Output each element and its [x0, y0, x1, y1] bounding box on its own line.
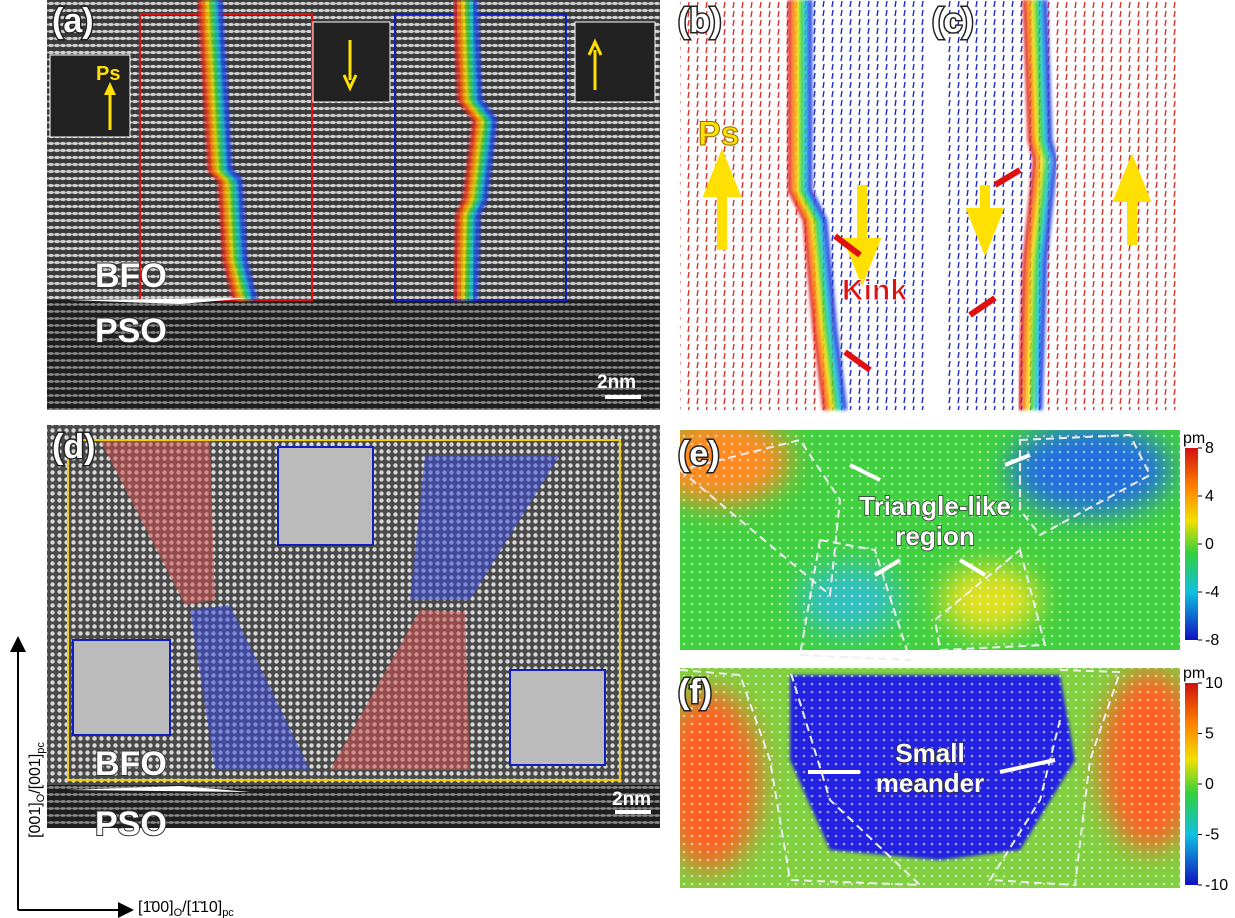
colorbar-tick-label: 0: [1205, 536, 1214, 553]
colorbar-unit: pm: [1183, 665, 1205, 682]
colorbar: [1185, 683, 1198, 885]
colorbar-tick-label: 5: [1205, 726, 1214, 743]
colorbar: [1185, 448, 1198, 640]
annotation: Small: [895, 738, 964, 768]
vector-map: [1042, 0, 1180, 410]
colorbar-tick-label: 0: [1205, 776, 1214, 793]
colorbar-unit: pm: [1183, 430, 1205, 447]
material: PSO: [95, 805, 167, 843]
colorbar-tick-label: -5: [1205, 827, 1219, 844]
inset: [73, 640, 170, 735]
colorbar-tick-label: -4: [1205, 584, 1219, 601]
inset: [510, 670, 605, 765]
vector-map: [680, 0, 800, 410]
inset: [575, 22, 655, 102]
annotation: region: [895, 521, 974, 551]
panel-label: (c): [932, 2, 974, 40]
annotation: Kink: [842, 274, 907, 307]
colorbar-tick-label: 8: [1205, 440, 1214, 457]
colorbar-tick-label: -10: [1205, 877, 1228, 894]
label: Ps: [698, 115, 740, 153]
panel-a: Ps (a) BFO PSO 2nm: [47, 0, 660, 410]
colorbar-tick-label: 4: [1205, 488, 1214, 505]
panel-label: (b): [678, 2, 721, 40]
panel-e: Triangle-like region (e) pm8 4 0 -4 -8: [650, 415, 1219, 660]
panel-label: (f): [678, 673, 712, 711]
annotation: meander: [876, 768, 984, 798]
axis-label: [1̄00]O/[1̄10]pc: [138, 899, 234, 918]
panel-label: (a): [52, 2, 94, 40]
scale-bar-label: 2nm: [612, 789, 651, 810]
scale-bar: [615, 810, 651, 814]
scale-bar: [605, 395, 641, 399]
material: BFO: [95, 745, 167, 783]
panel-b: Ps Kink (b): [678, 0, 925, 410]
figure: Ps (a) BFO PSO 2nm Ps Kink (b) (c) (d) B…: [0, 0, 1235, 918]
panel-label: (e): [678, 435, 720, 473]
axis-label: [001]O/[001]pc: [27, 742, 47, 838]
colorbar-tick-label: 10: [1205, 675, 1223, 692]
material: PSO: [95, 312, 167, 350]
panel-label: (d): [52, 428, 95, 466]
inset-label: Ps: [96, 63, 120, 85]
panel-d: (d) BFO PSO 2nm: [47, 425, 660, 843]
panel-c: (c): [932, 0, 1180, 410]
colorbar-tick-label: -8: [1205, 632, 1219, 649]
scale-bar-label: 2nm: [597, 372, 636, 393]
material: BFO: [95, 257, 167, 295]
annotation: Triangle-like: [859, 491, 1011, 521]
inset: [278, 447, 373, 545]
